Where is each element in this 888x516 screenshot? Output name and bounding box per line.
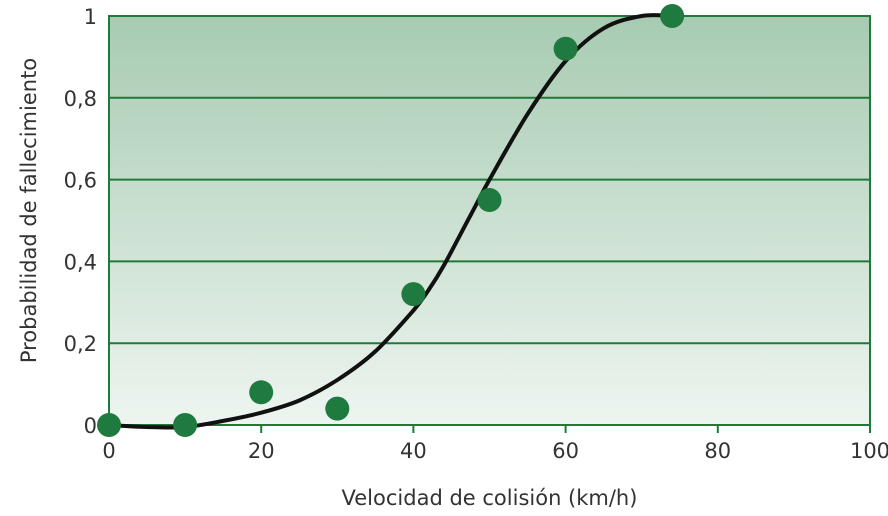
data-point	[660, 4, 685, 28]
data-point	[553, 36, 578, 61]
x-axis-ticks: 0 20 40 60 80 100	[102, 425, 888, 463]
y-tick-label: 0,6	[64, 169, 97, 193]
x-tick-label: 80	[704, 439, 731, 463]
x-tick-label: 60	[552, 439, 579, 463]
data-point	[401, 282, 426, 307]
y-tick-label: 0,4	[64, 250, 97, 274]
y-tick-label: 0,8	[64, 87, 97, 111]
x-tick-label: 40	[400, 439, 427, 463]
plot-area	[109, 16, 870, 425]
y-axis-ticks: 0 0,2 0,4 0,6 0,8 1	[64, 5, 97, 438]
y-tick-label: 1	[84, 5, 97, 29]
x-axis-title: Velocidad de colisión (km/h)	[342, 486, 638, 510]
data-point	[173, 413, 198, 437]
plot-frame	[108, 15, 871, 426]
data-point	[97, 413, 121, 437]
y-tick-label: 0,2	[64, 332, 97, 356]
data-point	[477, 188, 502, 213]
y-axis-title: Probabilidad de fallecimiento	[17, 58, 41, 363]
x-tick-label: 0	[102, 439, 115, 463]
fitted-curve	[107, 13, 675, 430]
x-tick-label: 20	[248, 439, 275, 463]
x-tick-label: 100	[850, 439, 888, 463]
data-points	[97, 4, 685, 437]
data-point	[249, 380, 274, 405]
y-tick-label: 0	[84, 414, 97, 438]
data-point	[325, 396, 350, 421]
